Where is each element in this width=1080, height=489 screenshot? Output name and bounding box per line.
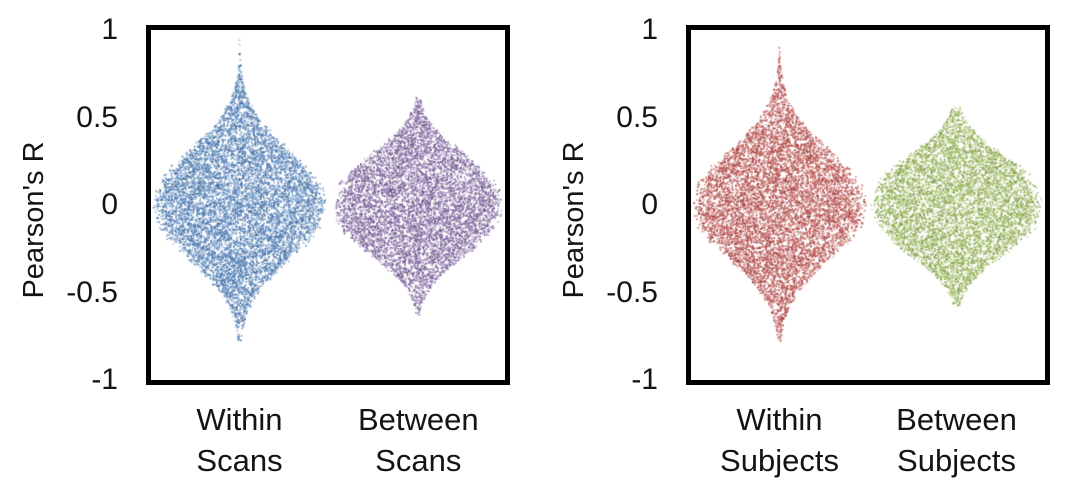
dots-canvas-0 <box>151 30 505 380</box>
x-category-label-line: Subjects <box>720 443 839 478</box>
x-category-label-line: Between <box>357 402 479 437</box>
dots-canvas-1 <box>691 30 1045 380</box>
y-tick-label-0: 0 <box>641 188 658 221</box>
x-category-label-between-scans: Between Scans <box>298 399 538 481</box>
x-category-label-within-subjects: Within Subjects <box>660 399 900 481</box>
y-tick-label-m0p5: -0.5 <box>606 275 658 309</box>
panel-subjects: Pearson's R 1 0.5 0 -0.5 -1 Within Subje… <box>540 0 1080 489</box>
x-category-label-line: Scans <box>375 443 462 478</box>
y-tick-label-m1: -1 <box>91 363 118 396</box>
x-category-label-line: Within <box>736 402 823 437</box>
y-tick-label-0: 0 <box>101 188 118 221</box>
y-tick-label-m0p5: -0.5 <box>66 275 118 309</box>
x-category-label-line: Scans <box>196 443 283 478</box>
y-tick-label-1: 1 <box>641 13 658 46</box>
x-category-label-within-scans: Within Scans <box>120 399 360 481</box>
plot-frame <box>686 25 1050 385</box>
panel-scans: Pearson's R 1 0.5 0 -0.5 -1 Within Scans… <box>18 13 538 481</box>
x-category-label-line: Between <box>896 402 1017 437</box>
plot-frame <box>146 25 510 385</box>
y-tick-label-1: 1 <box>101 13 118 46</box>
y-tick-label-0p5: 0.5 <box>616 100 658 134</box>
y-tick-label-0p5: 0.5 <box>76 100 118 134</box>
x-category-label-line: Subjects <box>897 443 1016 478</box>
y-tick-label-m1: -1 <box>631 363 658 396</box>
x-category-label-between-subjects: Between Subjects <box>837 399 1077 481</box>
x-category-label-line: Within <box>196 402 283 437</box>
